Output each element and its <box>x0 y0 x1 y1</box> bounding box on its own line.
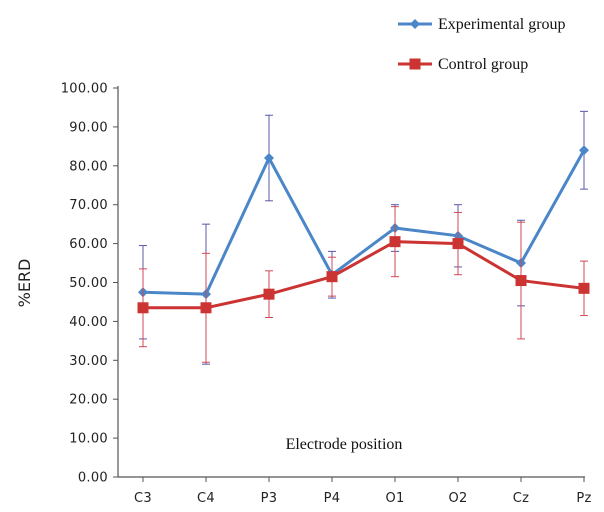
y-tick-label: 90.00 <box>69 120 108 135</box>
y-tick-label: 60.00 <box>69 237 108 252</box>
x-tick-label: Pz <box>576 491 591 506</box>
data-point <box>326 271 338 283</box>
y-tick-label: 20.00 <box>69 393 108 408</box>
y-axis-title: %ERD <box>15 259 34 308</box>
series-layer <box>137 110 590 365</box>
y-tick-label: 80.00 <box>69 159 108 174</box>
data-point <box>515 275 527 287</box>
legend-marker <box>410 19 420 29</box>
x-tick-label: P4 <box>324 491 341 506</box>
y-tick-label: 50.00 <box>69 276 108 291</box>
y-axis: 0.00 10.00 20.00 30.00 40.00 50.00 60.00 70.00 8… <box>61 82 119 486</box>
x-tick-label: O1 <box>385 491 404 506</box>
data-point <box>578 282 590 294</box>
legend-label: Control group <box>438 56 528 73</box>
x-tick-label: P3 <box>261 491 278 506</box>
chart-annotation: Electrode position <box>286 436 403 453</box>
legend-marker <box>409 58 421 70</box>
series-line <box>142 149 586 296</box>
legend-item: Control group <box>398 56 528 73</box>
data-point <box>452 238 464 250</box>
series-line <box>143 240 585 310</box>
data-point <box>200 302 212 314</box>
y-tick-label: 0.00 <box>78 471 108 486</box>
data-point <box>389 236 401 248</box>
x-axis: C3 C4 P3 P4 O1 O2 Cz Pz <box>118 476 591 506</box>
data-point <box>137 302 149 314</box>
data-point <box>264 153 274 164</box>
legend: Experimental group Control group <box>398 16 566 73</box>
x-tick-label: C3 <box>134 491 152 506</box>
x-tick-label: C4 <box>197 491 215 506</box>
y-tick-label: 100.00 <box>61 82 108 97</box>
legend-label: Experimental group <box>438 16 566 33</box>
x-tick-label: O2 <box>448 491 467 506</box>
legend-item: Experimental group <box>398 16 566 33</box>
data-point <box>263 288 275 300</box>
data-point <box>579 145 589 156</box>
y-tick-label: 30.00 <box>69 354 108 369</box>
y-tick-label: 40.00 <box>69 315 108 330</box>
y-tick-label: 10.00 <box>69 432 108 447</box>
y-tick-label: 70.00 <box>69 198 108 213</box>
series-2 <box>137 206 590 363</box>
x-tick-label: Cz <box>513 491 530 506</box>
